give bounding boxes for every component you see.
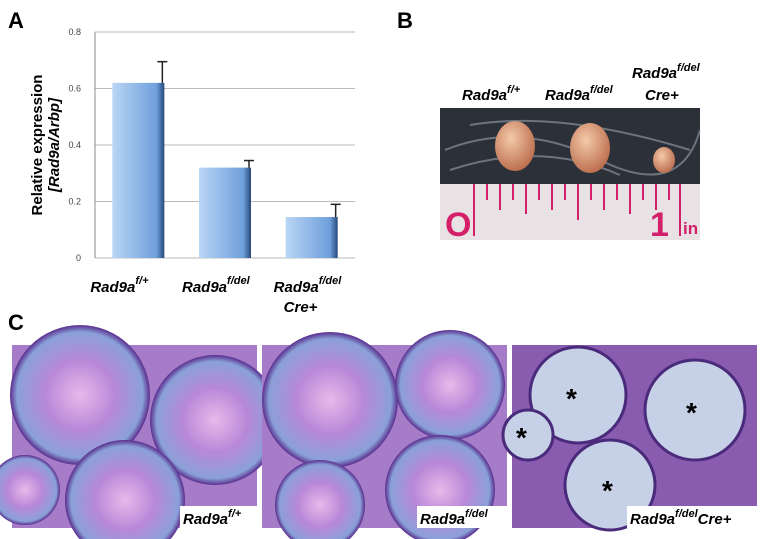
tubule xyxy=(150,355,280,485)
photo-label: Rad9af/+ xyxy=(462,84,521,104)
photo-background xyxy=(440,108,700,184)
label-sup: f/+ xyxy=(507,84,521,96)
ruler-unit: in xyxy=(683,219,698,238)
asterisk: * xyxy=(516,422,527,453)
asterisks: * * * * xyxy=(516,383,697,506)
label-sup: f/del xyxy=(675,508,699,520)
tubule xyxy=(395,330,505,440)
category-sup: f/del xyxy=(319,275,343,287)
tubule xyxy=(262,332,398,468)
tubule xyxy=(0,455,60,525)
y-tick-label: 0.8 xyxy=(68,27,81,37)
ruler-label: O xyxy=(445,206,471,244)
x-tick-label: Cre+ xyxy=(284,299,318,316)
x-tick-label: Rad9af/+ xyxy=(90,275,149,296)
panel-label: A xyxy=(8,8,24,33)
label-box xyxy=(417,506,507,528)
category-name: Rad9a xyxy=(182,279,227,296)
category-sup: f/+ xyxy=(135,275,149,287)
panel-label: C xyxy=(8,310,24,335)
histology-label: Rad9af/+ xyxy=(183,508,242,528)
category-sup: f/del xyxy=(227,275,251,287)
label-text: Rad9a xyxy=(630,511,675,528)
y-tick-label: 0.4 xyxy=(68,140,81,150)
histology-label: Rad9af/delCre+ xyxy=(630,508,732,528)
bar xyxy=(285,217,338,258)
photo-label: Cre+ xyxy=(645,87,679,104)
y-tick-label: 0.6 xyxy=(68,84,81,94)
y-axis-label: Relative expression[Rad9a/Arbp] xyxy=(29,75,63,216)
bar xyxy=(112,82,165,258)
asterisk: * xyxy=(602,475,613,506)
label-text: Rad9a xyxy=(183,511,228,528)
histology-label: Rad9af/del xyxy=(420,508,489,528)
tubule xyxy=(65,440,185,539)
testis xyxy=(570,123,610,173)
label-sup: f/del xyxy=(465,508,489,520)
testis xyxy=(653,147,675,173)
ruler-label: 1 xyxy=(650,206,669,244)
y-axis-label-line: Relative expression xyxy=(29,75,46,216)
tubule xyxy=(10,325,150,465)
label-sup: f/del xyxy=(677,62,701,74)
photo-label: Rad9af/del xyxy=(632,62,701,82)
bar xyxy=(199,167,251,258)
ruler-ticks xyxy=(473,184,681,236)
tubule xyxy=(643,358,747,462)
label-box xyxy=(627,506,757,528)
label-sup: f/+ xyxy=(228,508,242,520)
photo: O 1 in xyxy=(440,108,701,244)
x-tick-label: Rad9af/del xyxy=(274,275,343,296)
label-text: Rad9a xyxy=(462,87,507,104)
tubule xyxy=(275,460,365,539)
label-sup: f/del xyxy=(590,84,614,96)
y-tick-label: 0.2 xyxy=(68,197,81,207)
y-tick-label: 0 xyxy=(76,253,81,263)
y-axis-label-line: [Rad9a/Arbp] xyxy=(46,97,63,193)
histology: * * * * xyxy=(0,325,757,539)
panel-label: B xyxy=(397,8,413,33)
asterisk: * xyxy=(686,397,697,428)
label-suffix: Cre+ xyxy=(698,511,732,528)
label-text: Rad9a xyxy=(420,511,465,528)
testis xyxy=(495,121,535,171)
label-text: Rad9a xyxy=(545,87,590,104)
category-name: Rad9a xyxy=(274,279,319,296)
bar-chart: 0 0.2 0.4 0.6 0.8 Relative expression[Rad9a/A… xyxy=(29,27,355,316)
category-name: Rad9a xyxy=(90,279,135,296)
asterisk: * xyxy=(566,383,577,414)
label-text: Rad9a xyxy=(632,65,677,82)
photo-label: Rad9af/del xyxy=(545,84,614,104)
tubule xyxy=(528,345,628,445)
label-box xyxy=(180,506,257,528)
tubule xyxy=(501,408,555,462)
x-tick-label: Rad9af/del xyxy=(182,275,251,296)
